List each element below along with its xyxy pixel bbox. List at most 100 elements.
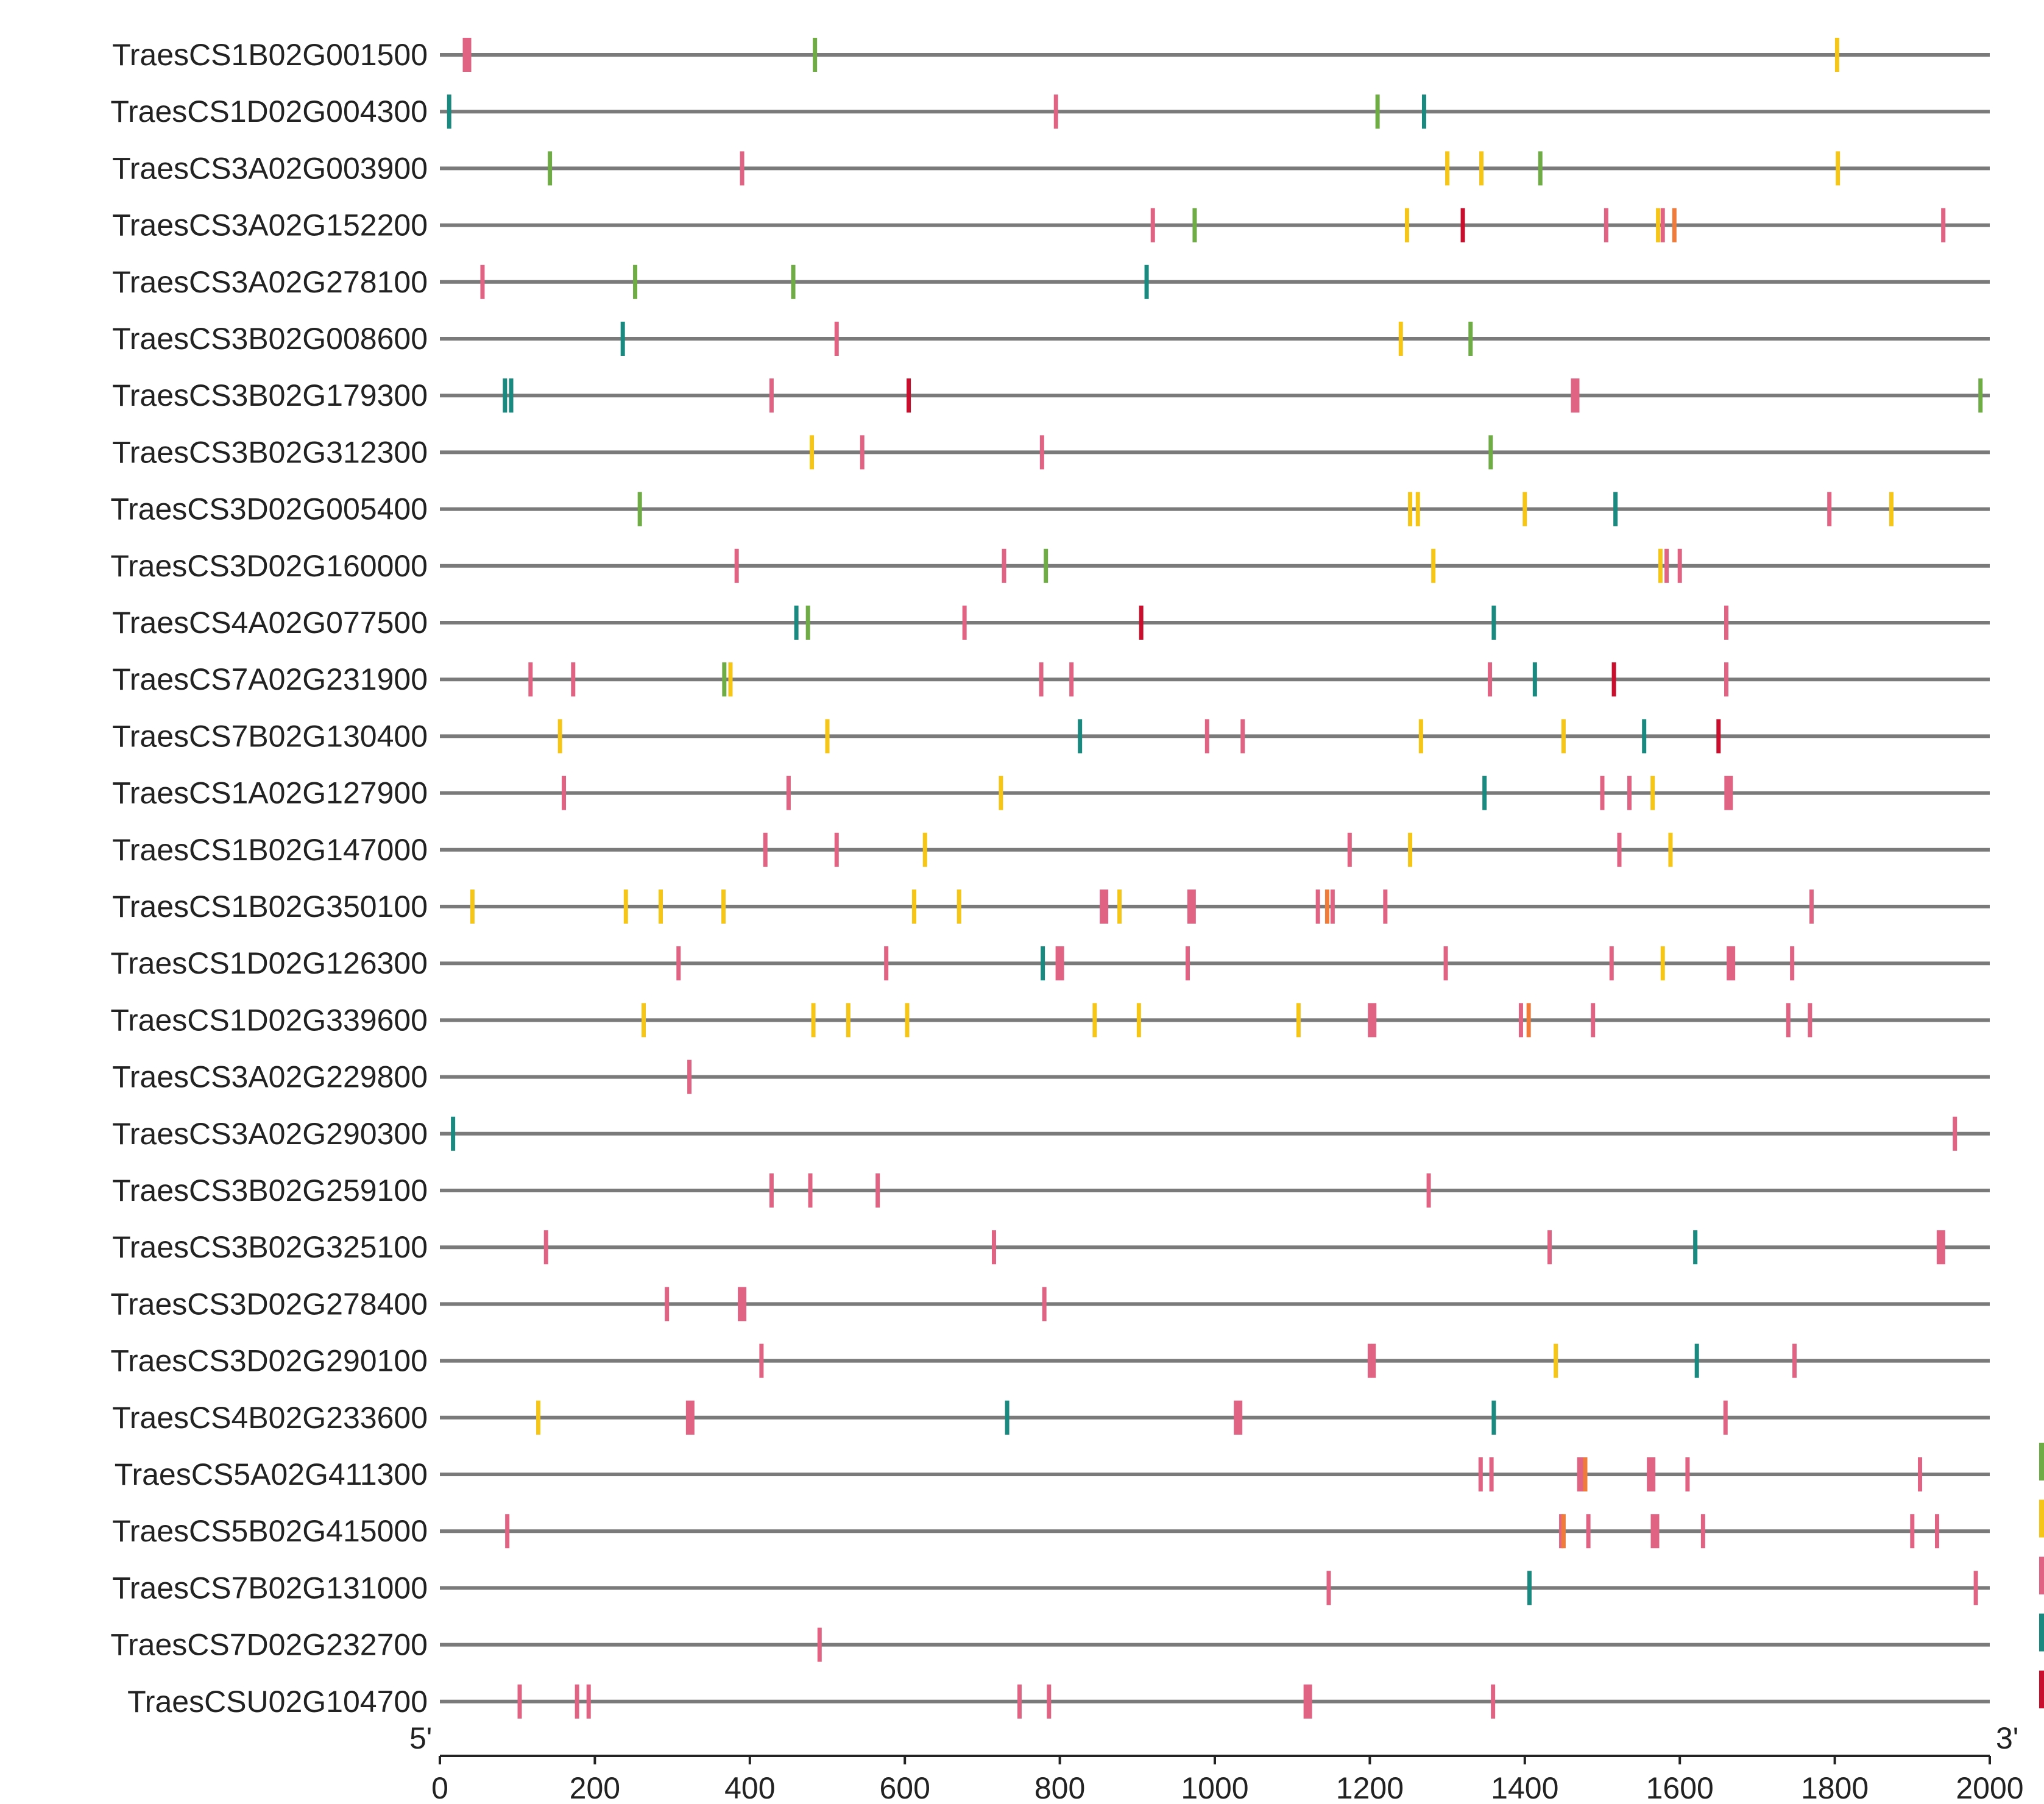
element-mark [685,1400,695,1435]
element-mark [536,1400,541,1435]
element-mark [1489,1457,1494,1491]
element-mark [907,378,911,413]
gene-label: TraesCS3D02G290100 [110,1344,428,1378]
element-mark [1192,208,1197,242]
tick-label: 2000 [1956,1771,2023,1804]
element-mark [1303,1684,1312,1719]
x-axis: 0 200 400 600 800 1000 1200 1400 1600 1800 2000 5' 3… [409,1721,2024,1804]
element-mark [509,378,514,413]
element-mark [811,1003,816,1038]
gene-label: TraesCS1D02G339600 [110,1003,428,1037]
element-mark [825,719,830,754]
tick-label: 800 [1034,1771,1085,1804]
element-mark [1100,890,1109,924]
element-mark [1445,151,1450,186]
element-mark [1368,1003,1377,1038]
element-mark [1296,1003,1301,1038]
element-mark [728,662,733,697]
element-mark [722,662,727,697]
gene-label: TraesCS1B02G001500 [112,38,428,72]
element-mark [1694,1343,1699,1378]
element-mark [480,264,485,299]
gene-label: TraesCS1A02G127900 [112,776,428,810]
element-mark [1150,208,1155,242]
element-mark [1650,776,1655,810]
element-mark [637,492,642,526]
element-mark [1716,719,1721,754]
element-mark [1583,1457,1588,1491]
element-mark [1139,606,1144,640]
element-mark [1792,1343,1797,1378]
element-mark [738,1287,747,1321]
element-mark [1724,662,1729,697]
gene-label: TraesCS3B02G312300 [112,435,428,469]
element-mark [1650,1514,1660,1549]
gene-label: TraesCSU02G104700 [127,1685,428,1719]
gene-label: TraesCS3A02G290300 [112,1117,428,1151]
element-mark [911,890,916,924]
element-mark [905,1003,910,1038]
element-mark [791,264,796,299]
element-mark [548,151,553,186]
element-mark [1586,1514,1591,1549]
element-mark [1591,1003,1596,1038]
tick-label: 0 [431,1771,448,1804]
element-mark [875,1173,880,1208]
element-mark [1532,662,1537,697]
element-mark [1836,151,1841,186]
element-mark [1330,890,1335,924]
element-mark [1627,776,1632,810]
element-mark [623,890,628,924]
element-mark [517,1684,522,1719]
element-mark [1234,1400,1243,1435]
element-mark [1664,548,1669,583]
element-mark [451,1116,456,1151]
element-mark [1656,208,1661,242]
element-mark [763,832,768,867]
element-mark [1479,151,1484,186]
element-mark [1677,548,1682,583]
element-mark [1658,548,1663,583]
element-mark [1005,1400,1010,1435]
element-mark [1044,548,1049,583]
element-mark [962,606,967,640]
element-mark [1491,1684,1496,1719]
element-mark [1017,1684,1022,1719]
element-mark [1547,1230,1552,1265]
element-mark [447,94,451,129]
element-mark [1002,548,1006,583]
element-mark [1047,1684,1052,1719]
element-mark [1117,890,1122,924]
element-mark [1478,1457,1483,1491]
element-mark [794,606,799,640]
element-mark [786,776,791,810]
gene-label: TraesCS3B02G008600 [112,322,428,356]
element-mark [1375,94,1380,129]
element-mark [1042,1287,1047,1321]
element-mark [676,946,681,981]
element-mark [1443,946,1448,981]
element-mark [1187,890,1196,924]
element-mark [1460,208,1465,242]
gene-label: TraesCS4B02G233600 [112,1401,428,1435]
element-mark [1144,264,1149,299]
element-mark [1092,1003,1097,1038]
element-mark [1041,946,1045,981]
element-mark [813,38,818,72]
tick-label: 1400 [1491,1771,1558,1804]
element-mark [1642,719,1647,754]
element-mark [1136,1003,1141,1038]
element-mark [1491,606,1496,640]
element-mark [1604,208,1608,242]
element-mark [462,38,472,72]
element-mark [1978,378,1983,413]
element-mark [734,548,739,583]
element-mark [759,1343,764,1378]
element-mark [665,1287,670,1321]
element-mark [1936,1230,1945,1265]
element-mark [1600,776,1605,810]
element-mark [1609,946,1614,981]
legend-swatch [2039,1613,2044,1652]
gene-label: TraesCS4A02G077500 [112,606,428,640]
